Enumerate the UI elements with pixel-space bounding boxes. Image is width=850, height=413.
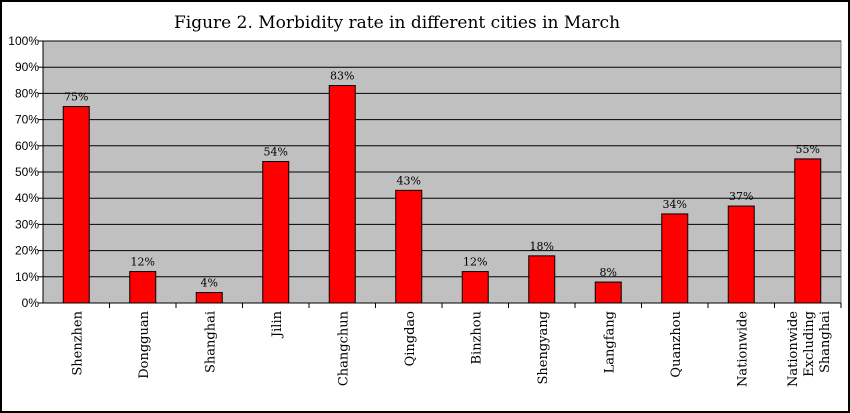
x-tick-label: Langfang	[602, 311, 617, 373]
y-tick-label: 0%	[22, 296, 40, 310]
bar	[262, 161, 290, 304]
data-label: 34%	[663, 198, 687, 211]
bar	[528, 255, 556, 304]
x-tick-label: Shengyang	[536, 311, 551, 384]
data-label: 55%	[796, 143, 820, 156]
x-tick-label: Shanghai	[203, 311, 218, 373]
bar	[594, 281, 622, 304]
bar	[195, 292, 223, 304]
x-tick-label: Shenzhen	[70, 310, 85, 375]
bar	[794, 158, 822, 304]
data-label: 12%	[131, 256, 155, 269]
x-tick-label: Nationwide	[735, 311, 750, 387]
data-label: 4%	[201, 277, 218, 290]
data-label: 18%	[530, 240, 554, 253]
data-label: 75%	[64, 91, 88, 104]
x-tick-label: Shanghai	[818, 311, 833, 373]
y-tick-label: 70%	[15, 113, 39, 127]
bar	[129, 271, 157, 304]
x-tick-label: Dongguan	[137, 310, 152, 378]
bar	[461, 271, 489, 304]
y-tick-label: 30%	[15, 217, 39, 231]
y-tick-label: 60%	[15, 139, 39, 153]
data-label: 8%	[600, 266, 617, 279]
y-tick-label: 20%	[15, 244, 39, 258]
x-tick-label: Nationwide	[786, 311, 801, 387]
y-tick-label: 100%	[8, 34, 39, 48]
bar	[328, 85, 356, 304]
x-tick-label: Excluding	[802, 311, 817, 377]
bar	[62, 106, 90, 304]
data-label: 12%	[463, 256, 487, 269]
y-tick-label: 80%	[15, 86, 39, 100]
y-tick-label: 50%	[15, 165, 39, 179]
bar	[395, 189, 423, 304]
y-tick-label: 40%	[15, 191, 39, 205]
data-label: 43%	[397, 174, 421, 187]
x-tick-label: Changchun	[336, 310, 351, 386]
x-tick-label: Quanzhou	[669, 311, 684, 378]
chart-title: Figure 2. Morbidity rate in different ci…	[174, 13, 620, 33]
y-tick-label: 10%	[15, 270, 39, 284]
data-label: 54%	[264, 146, 288, 159]
data-label: 83%	[330, 70, 354, 83]
x-tick-label: Qingdao	[403, 311, 418, 367]
x-tick-label: Binzhou	[469, 311, 484, 365]
data-label: 37%	[729, 190, 753, 203]
y-tick-label: 90%	[15, 60, 39, 74]
bar	[661, 213, 689, 304]
plot-area: 0% 10% 20% 30% 40% 50% 60% 70% 80% 90% 100% 75% Shen…	[8, 34, 842, 387]
x-tick-label: Jilin	[270, 310, 285, 339]
bar	[727, 205, 755, 304]
